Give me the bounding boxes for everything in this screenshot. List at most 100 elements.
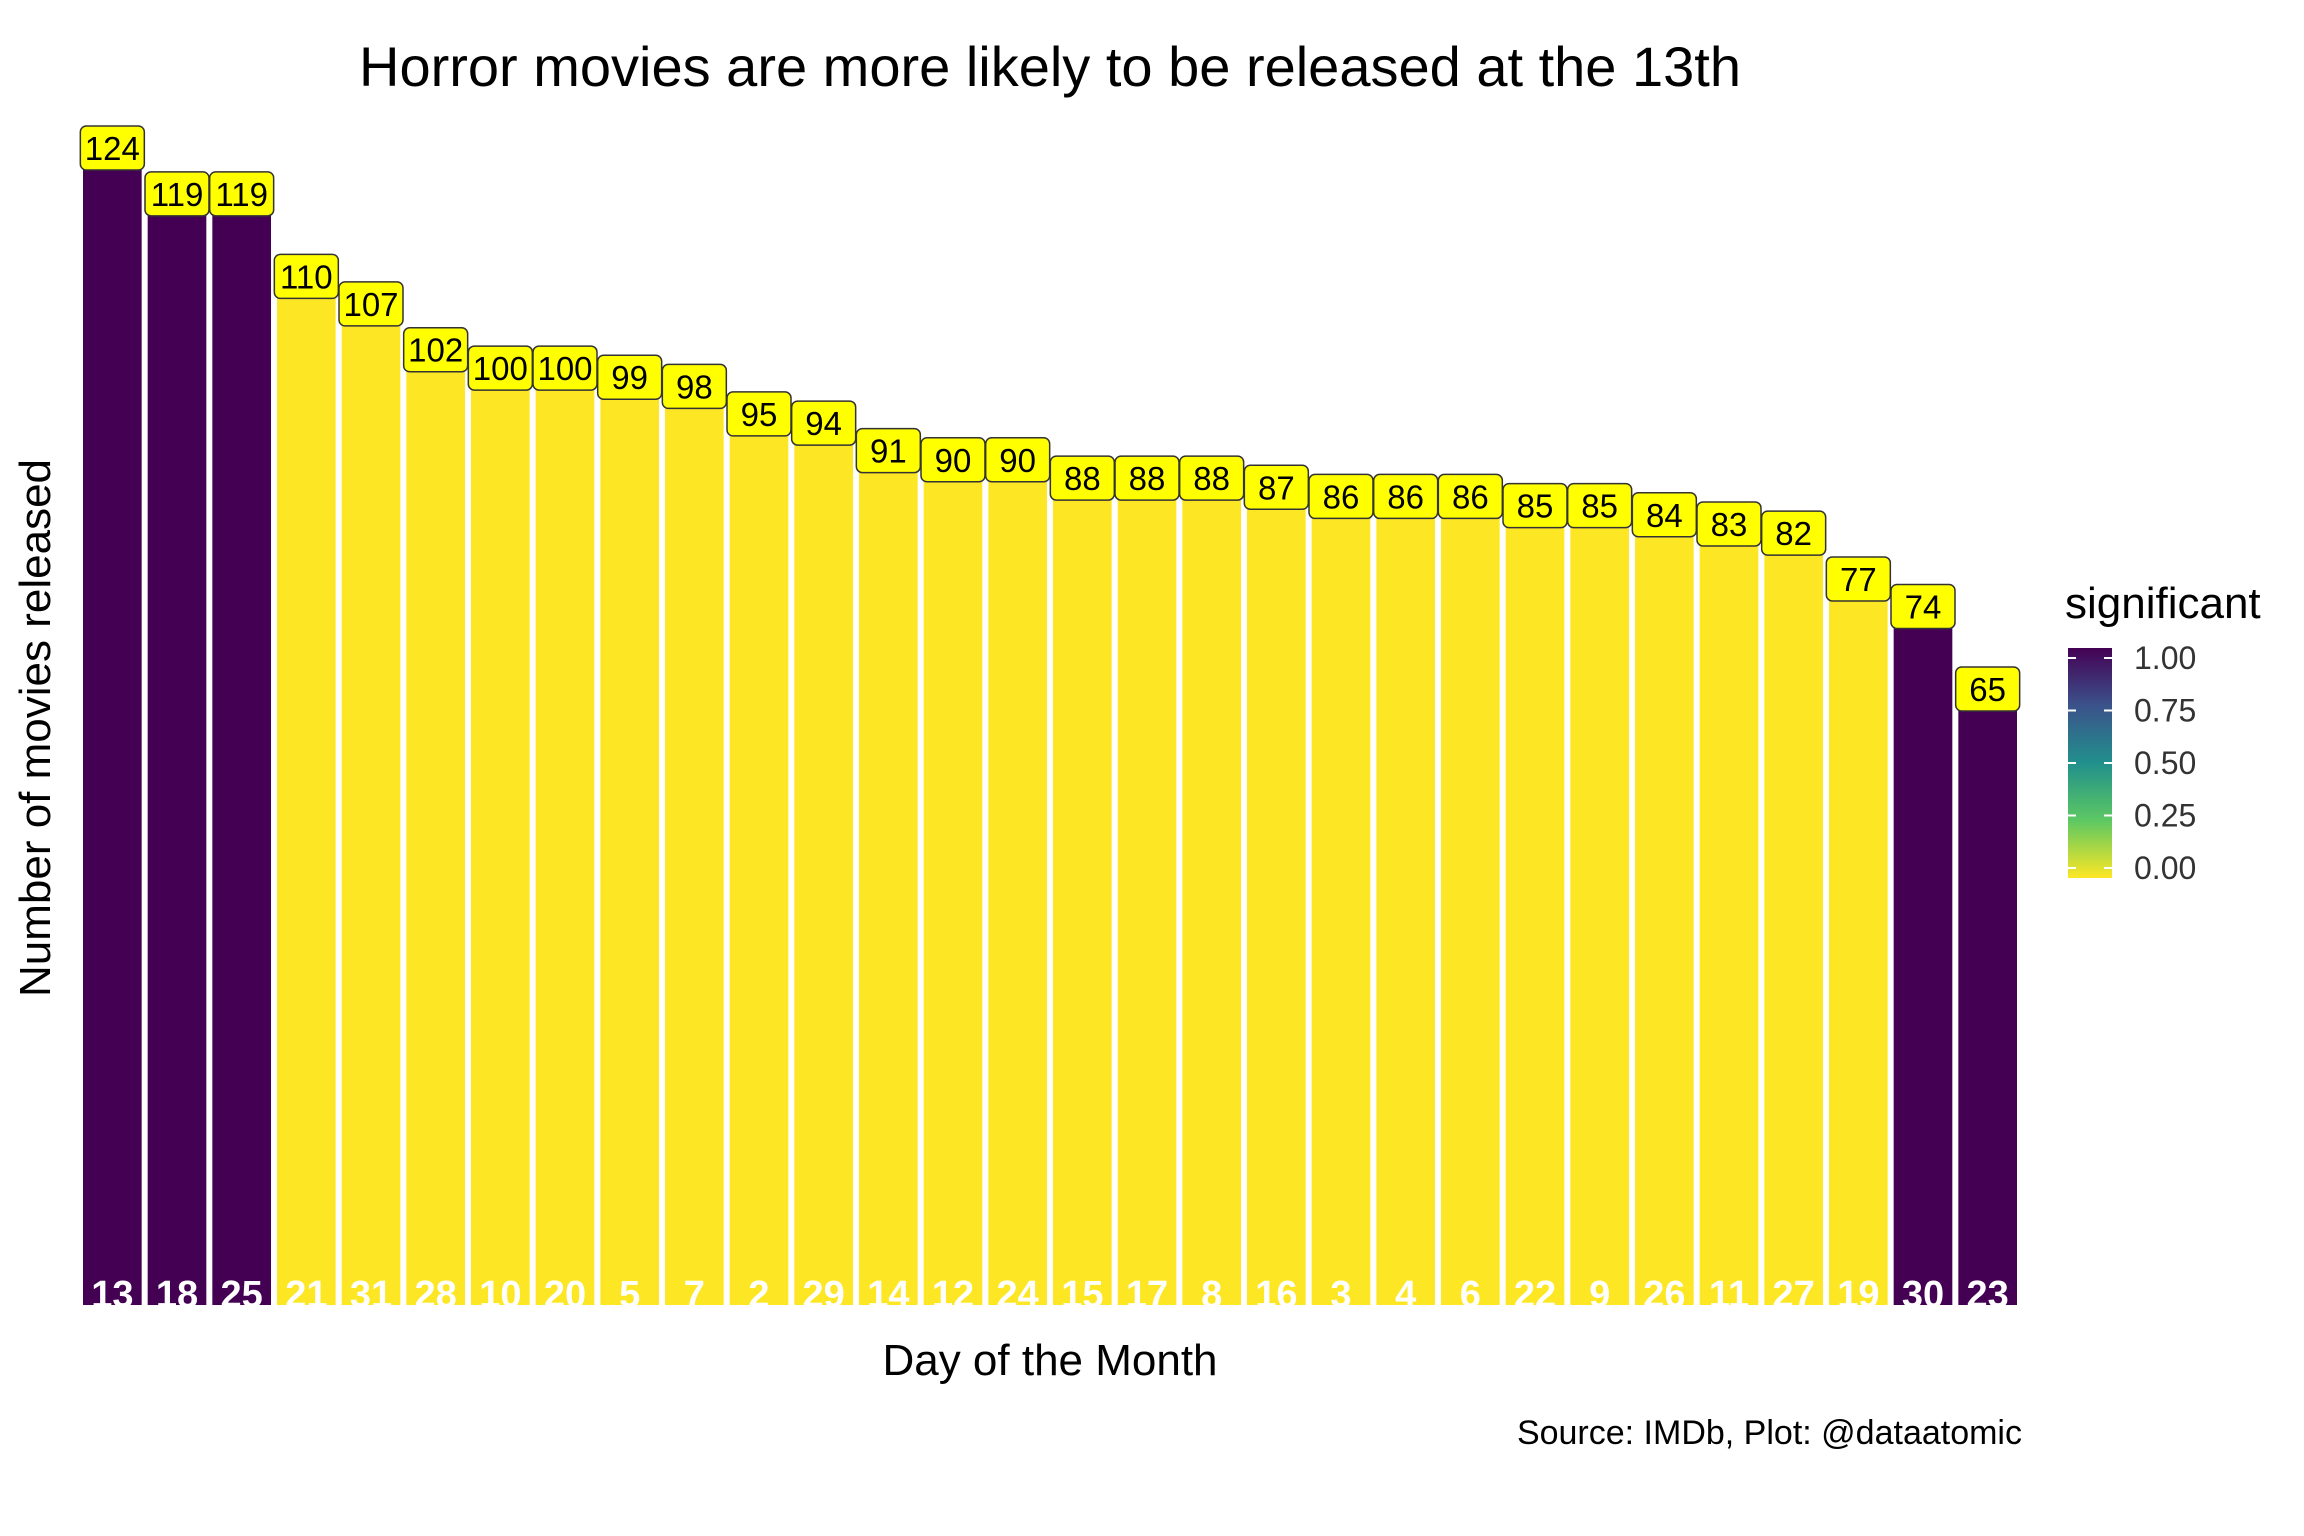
value-label-text: 119 xyxy=(151,176,204,213)
day-label: 26 xyxy=(1643,1274,1685,1316)
value-label-text: 110 xyxy=(280,258,333,295)
value-label-text: 82 xyxy=(1775,515,1812,552)
day-label: 11 xyxy=(1709,1274,1749,1316)
bar xyxy=(1764,553,1823,1305)
day-label: 3 xyxy=(1330,1274,1351,1316)
value-label: 95 xyxy=(726,391,792,437)
value-label: 74 xyxy=(1890,583,1956,630)
chart-title: Horror movies are more likely to be rele… xyxy=(359,35,1741,98)
value-label: 86 xyxy=(1437,473,1504,520)
day-label: 6 xyxy=(1460,1274,1481,1316)
bar xyxy=(600,397,659,1305)
day-label: 4 xyxy=(1395,1274,1416,1316)
value-label-text: 65 xyxy=(1969,671,2006,708)
value-label: 100 xyxy=(532,345,598,391)
day-label: 5 xyxy=(619,1274,640,1316)
legend-ticks-group: 1.00 0.75 0.50 0.25 0.00 xyxy=(2068,640,2196,886)
value-label: 119 xyxy=(208,171,275,217)
bar xyxy=(1053,498,1112,1305)
bar xyxy=(83,168,142,1305)
value-label-text: 87 xyxy=(1258,469,1295,506)
bar xyxy=(212,213,271,1305)
value-label-text: 100 xyxy=(537,350,592,387)
value-label-text: 107 xyxy=(343,286,398,323)
x-axis-title: Day of the Month xyxy=(882,1336,1217,1385)
legend-tick-label: 0.75 xyxy=(2134,693,2196,729)
value-label-box xyxy=(790,400,857,446)
day-label: 13 xyxy=(91,1274,133,1316)
value-label-text: 98 xyxy=(676,368,713,405)
bar xyxy=(1441,516,1500,1305)
value-label-text: 95 xyxy=(741,396,778,433)
value-label: 88 xyxy=(1114,455,1180,501)
value-label: 85 xyxy=(1566,482,1633,529)
value-label-text: 100 xyxy=(473,350,528,387)
value-label: 119 xyxy=(144,171,210,217)
value-label-text: 88 xyxy=(1193,460,1230,497)
bar xyxy=(1311,516,1371,1305)
value-label-text: 91 xyxy=(870,433,907,470)
value-label: 83 xyxy=(1696,501,1762,547)
value-label-text: 88 xyxy=(1064,460,1101,497)
day-label: 29 xyxy=(803,1274,845,1316)
bar xyxy=(1829,598,1888,1305)
bar xyxy=(1247,507,1306,1306)
bar xyxy=(794,443,853,1305)
day-label: 23 xyxy=(1967,1274,2009,1316)
value-label-text: 77 xyxy=(1840,561,1877,598)
bar xyxy=(1893,626,1953,1305)
day-label: 19 xyxy=(1837,1274,1879,1316)
value-label-text: 86 xyxy=(1452,478,1489,515)
value-labels-group: 124 119 119 110 107 102 100 100 99 98 95 94 91 90 90 88… xyxy=(79,125,2021,712)
day-label: 22 xyxy=(1514,1274,1556,1316)
value-label-text: 85 xyxy=(1581,488,1618,525)
bars-group xyxy=(83,168,2017,1306)
bar xyxy=(1182,498,1241,1305)
value-label-box xyxy=(1954,666,2021,712)
day-label: 21 xyxy=(285,1274,327,1316)
bar xyxy=(1117,498,1177,1305)
value-label-text: 90 xyxy=(935,442,972,479)
legend-tick-label: 0.00 xyxy=(2134,850,2196,886)
day-label: 28 xyxy=(415,1274,457,1316)
bar xyxy=(859,470,918,1305)
bar xyxy=(147,213,207,1305)
day-label: 30 xyxy=(1902,1274,1944,1316)
day-label: 12 xyxy=(932,1274,974,1316)
day-label: 9 xyxy=(1589,1274,1610,1316)
value-label: 94 xyxy=(790,400,857,446)
value-label: 102 xyxy=(402,326,469,373)
value-label-text: 119 xyxy=(215,176,268,213)
value-label: 99 xyxy=(596,354,663,400)
value-label: 65 xyxy=(1954,666,2021,712)
value-label-box xyxy=(984,437,1051,483)
value-label: 91 xyxy=(855,427,922,474)
value-label: 100 xyxy=(467,345,534,391)
day-label: 31 xyxy=(350,1274,392,1316)
value-label-box xyxy=(338,281,404,327)
bar xyxy=(1570,525,1629,1305)
value-label-box xyxy=(208,171,275,217)
day-label: 20 xyxy=(544,1274,586,1316)
value-label-box xyxy=(1760,510,1827,556)
value-label-box xyxy=(1890,583,1956,630)
value-label: 86 xyxy=(1372,473,1439,520)
value-label: 82 xyxy=(1760,510,1827,556)
bar xyxy=(277,296,336,1305)
legend: significant 1.00 0.75 0.50 0.25 0.00 xyxy=(2065,579,2261,886)
bar xyxy=(665,406,724,1306)
value-label-text: 84 xyxy=(1646,497,1683,534)
bar xyxy=(1376,516,1435,1305)
day-label: 16 xyxy=(1255,1274,1297,1316)
y-axis-title: Number of movies released xyxy=(11,459,60,997)
value-label-text: 94 xyxy=(805,405,842,442)
day-label: 17 xyxy=(1126,1274,1168,1316)
value-label-text: 102 xyxy=(408,332,463,369)
caption: Source: IMDb, Plot: @dataatomic xyxy=(1517,1414,2022,1452)
legend-tick-label: 0.50 xyxy=(2134,745,2196,781)
value-label-box xyxy=(79,125,146,171)
bar xyxy=(988,479,1047,1305)
day-labels-group: 13 18 25 21 31 28 10 20 5 7 2 29 14 12 24 15 17 8 16 3 4 6 22 9… xyxy=(91,1274,2009,1316)
value-label: 88 xyxy=(1049,455,1116,501)
